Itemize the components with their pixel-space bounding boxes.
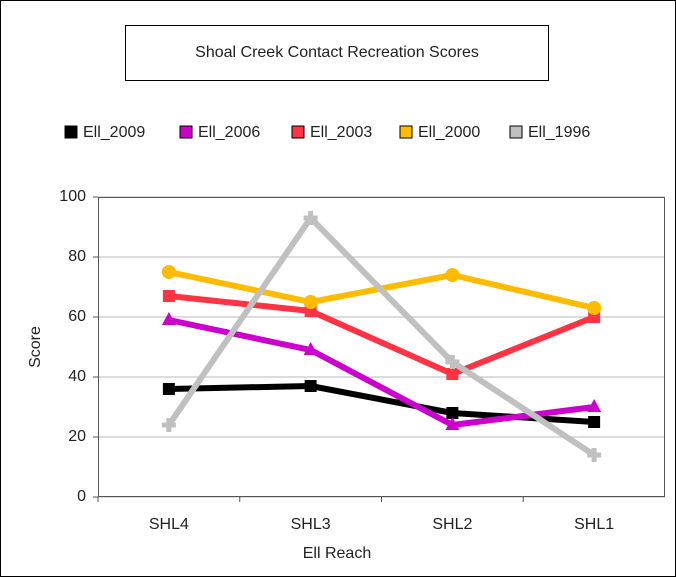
marker <box>303 342 318 355</box>
x-tick-label: SHL2 <box>432 516 472 533</box>
marker <box>446 407 459 419</box>
marker <box>162 290 175 302</box>
legend-swatch <box>399 125 413 139</box>
y-axis-label: Score <box>27 326 44 368</box>
marker <box>161 312 176 325</box>
y-tick-label: 40 <box>68 368 86 385</box>
title-box <box>125 25 549 81</box>
legend-label: Ell_1996 <box>528 124 590 141</box>
y-tick-label: 0 <box>77 488 86 505</box>
y-tick-label: 80 <box>68 248 86 265</box>
series-line <box>168 293 596 377</box>
x-tick-label: SHL1 <box>574 516 614 533</box>
series-line <box>166 215 596 458</box>
legend-swatch <box>179 125 193 139</box>
plot-frame <box>98 197 665 497</box>
marker <box>446 368 459 380</box>
legend-swatch <box>64 125 78 139</box>
marker <box>303 295 318 309</box>
marker <box>587 399 602 412</box>
x-tick-label: SHL3 <box>291 516 331 533</box>
series-line <box>168 317 595 428</box>
legend-swatch <box>509 125 523 139</box>
marker <box>161 418 176 432</box>
y-tick-label: 100 <box>59 188 86 205</box>
marker <box>445 268 460 282</box>
marker <box>587 301 602 315</box>
plot-area <box>98 197 665 497</box>
legend-swatch <box>291 125 305 139</box>
y-tick-label: 60 <box>68 308 86 325</box>
marker <box>445 355 460 369</box>
y-tick-label: 20 <box>68 428 86 445</box>
marker <box>445 417 460 430</box>
chart-title: Shoal Creek Contact Recreation Scores <box>195 44 479 61</box>
x-axis-label: Ell Reach <box>303 545 371 562</box>
marker <box>162 383 175 395</box>
legend-label: Ell_2003 <box>310 124 372 141</box>
marker <box>588 416 601 428</box>
legend-label: Ell_2006 <box>198 124 260 141</box>
marker <box>304 380 317 392</box>
x-tick-label: SHL4 <box>149 516 189 533</box>
marker <box>587 448 602 462</box>
marker <box>303 211 318 225</box>
legend-label: Ell_2000 <box>418 124 480 141</box>
marker <box>161 265 176 279</box>
legend-label: Ell_2009 <box>83 124 145 141</box>
